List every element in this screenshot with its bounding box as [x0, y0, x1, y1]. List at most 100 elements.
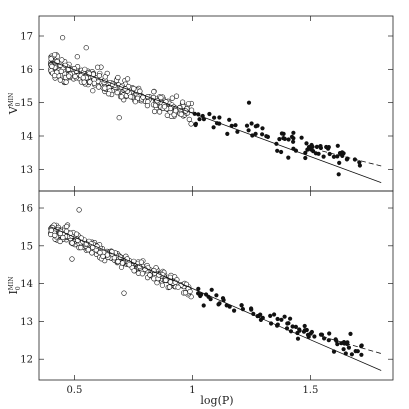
- data-point-filled: [232, 308, 237, 313]
- data-point-open: [151, 89, 157, 95]
- data-point-filled: [359, 344, 364, 349]
- data-point-open: [118, 94, 125, 100]
- data-point-open: [48, 227, 54, 233]
- data-point-filled: [303, 155, 308, 161]
- data-point-filled: [193, 122, 198, 128]
- data-point-filled: [331, 154, 336, 159]
- data-point-open: [78, 245, 84, 251]
- data-point-filled: [359, 352, 364, 357]
- data-point-filled: [327, 331, 332, 336]
- data-point-filled: [235, 129, 240, 134]
- data-point-filled: [260, 126, 265, 131]
- data-point-open: [114, 89, 120, 96]
- data-point-open: [52, 72, 58, 79]
- data-point-filled: [260, 132, 265, 137]
- x-tick-label: 1.5: [302, 385, 318, 396]
- data-point-open: [74, 54, 80, 60]
- data-point-open: [111, 255, 117, 261]
- data-point-filled: [308, 147, 313, 152]
- data-point-filled: [321, 154, 326, 159]
- data-point-filled: [353, 349, 358, 354]
- data-point-filled: [301, 329, 307, 334]
- data-point-filled: [346, 345, 351, 350]
- data-point-open: [131, 85, 137, 92]
- data-point-open: [126, 262, 132, 268]
- data-point-filled: [279, 149, 284, 155]
- data-point-filled: [348, 331, 353, 336]
- data-point-open: [128, 94, 134, 100]
- data-point-open: [166, 284, 173, 290]
- data-point-open: [48, 56, 54, 62]
- data-point-filled: [272, 312, 277, 317]
- data-point-open: [161, 104, 168, 110]
- panel-i-magnitude: 0.5 1 1.5 12 13 14 15 16 I0MIN: [7, 190, 394, 396]
- data-point-filled: [217, 301, 222, 306]
- y-tick-label: 15: [20, 98, 33, 109]
- data-point-filled: [249, 121, 254, 126]
- data-point-open: [87, 79, 93, 85]
- data-point-open: [51, 52, 58, 58]
- data-point-filled: [268, 313, 273, 318]
- data-point-filled: [299, 135, 304, 140]
- data-point-open: [139, 271, 145, 277]
- data-point-filled: [288, 316, 293, 321]
- data-point-open: [76, 207, 82, 213]
- data-point-open: [83, 45, 89, 51]
- data-point-filled: [291, 130, 296, 135]
- data-point-filled: [239, 303, 244, 308]
- fit-line-dashed: [322, 336, 382, 354]
- data-point-filled: [249, 306, 254, 311]
- data-point-open: [178, 111, 184, 117]
- data-point-filled: [306, 334, 311, 339]
- data-point-open: [175, 284, 181, 290]
- data-point-open: [157, 109, 163, 115]
- data-point-open: [158, 94, 164, 101]
- data-point-open: [81, 79, 87, 85]
- data-point-filled: [212, 115, 217, 120]
- data-point-open: [180, 99, 186, 105]
- data-point-open: [82, 66, 88, 72]
- data-point-open: [116, 115, 122, 121]
- data-point-filled: [291, 139, 296, 144]
- data-point-filled: [290, 324, 295, 329]
- data-point-open: [124, 76, 131, 82]
- data-point-open: [64, 223, 70, 229]
- data-point-open: [94, 64, 101, 70]
- data-point-open: [118, 264, 125, 270]
- data-point-open: [63, 79, 69, 85]
- data-point-open: [173, 93, 180, 99]
- data-point-filled: [217, 115, 222, 120]
- data-point-filled: [196, 286, 201, 291]
- data-point-open: [132, 99, 138, 105]
- data-point-filled: [264, 134, 269, 139]
- data-point-filled: [279, 317, 284, 322]
- data-point-filled: [302, 323, 307, 329]
- data-point-open: [85, 247, 91, 253]
- fit-line-solid: [50, 60, 382, 184]
- data-point-filled: [275, 316, 280, 322]
- panel-v-magnitude: 13 14 15 16 17 V0MIN: [7, 15, 394, 192]
- data-point-filled: [246, 128, 251, 133]
- data-point-filled: [277, 137, 282, 142]
- data-point-filled: [344, 157, 349, 162]
- data-point-open: [119, 260, 126, 266]
- data-point-filled: [357, 160, 362, 165]
- data-point-open: [102, 85, 108, 91]
- data-point-filled: [309, 329, 314, 335]
- data-point-filled: [324, 144, 329, 150]
- y-tick-label: 17: [20, 32, 33, 43]
- y-tick-label: 13: [20, 317, 33, 328]
- data-point-open: [69, 240, 75, 246]
- data-point-open: [102, 74, 108, 80]
- data-point-filled: [337, 160, 342, 165]
- data-point-open: [187, 288, 193, 295]
- data-point-open: [144, 102, 150, 109]
- data-point-filled: [293, 324, 298, 329]
- data-point-filled: [282, 136, 287, 141]
- data-point-filled: [199, 292, 204, 297]
- data-point-filled: [333, 337, 338, 342]
- data-point-open: [147, 272, 153, 278]
- data-point-open: [100, 253, 106, 259]
- data-point-filled: [314, 144, 319, 149]
